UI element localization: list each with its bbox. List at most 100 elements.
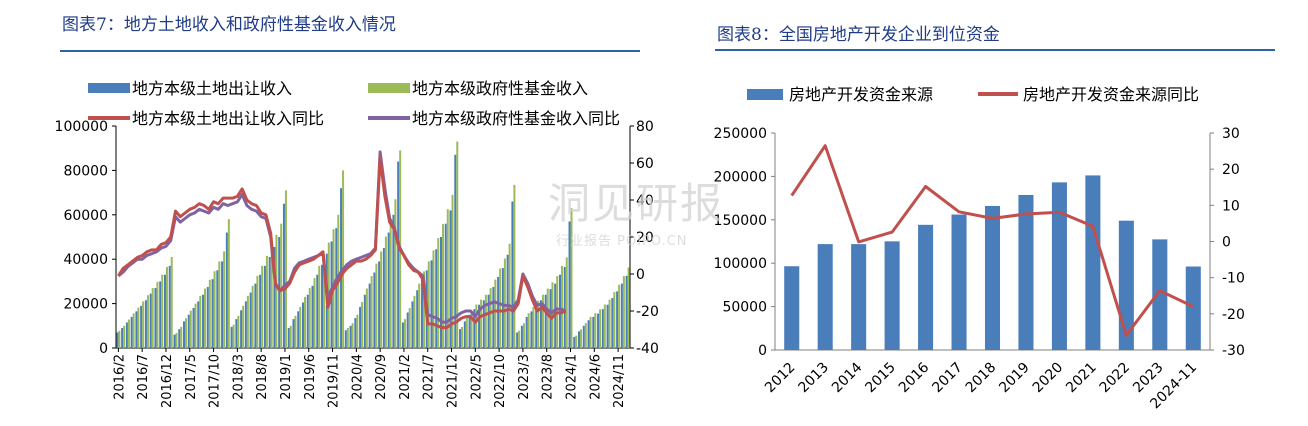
bar-fund-revenue (484, 294, 487, 348)
x-tick-label: 2018 (963, 360, 1000, 397)
bar-land-revenue (354, 318, 357, 348)
figure-8-title: 图表8：全国房地产开发企业到位资金 (717, 25, 1000, 45)
bar-fund-revenue (175, 332, 178, 348)
bar-land-revenue (206, 286, 209, 348)
bar-fund-revenue (342, 170, 345, 348)
x-tick-label: 2021/7 (422, 354, 437, 400)
bar-land-revenue (620, 283, 623, 348)
bar-fund-revenue (603, 304, 606, 348)
bar-fund-revenue (613, 292, 616, 348)
bar-fund-revenue (541, 294, 544, 348)
bar-land-revenue (601, 309, 604, 348)
bar-land-revenue (140, 305, 143, 348)
bar-fund-revenue (180, 326, 183, 348)
bar-funds (1018, 194, 1034, 350)
bar-funds (884, 241, 900, 350)
bar-land-revenue (311, 285, 314, 348)
bar-land-revenue (244, 301, 247, 348)
bar-land-revenue (254, 283, 257, 348)
bar-fund-revenue (270, 245, 273, 348)
bar-land-revenue (525, 316, 528, 348)
bar-fund-revenue (294, 315, 297, 348)
bar-fund-revenue (442, 224, 445, 348)
bar-land-revenue (278, 237, 281, 348)
bar-land-revenue (187, 314, 190, 348)
bar-land-revenue (444, 223, 447, 348)
line-fund-revenue-yoy (117, 150, 567, 324)
bar-land-revenue (273, 246, 276, 348)
bar-fund-revenue (494, 279, 497, 348)
bar-fund-revenue (465, 318, 468, 348)
bar-fund-revenue (218, 261, 221, 348)
x-tick-label: 2015 (862, 360, 899, 397)
bar-fund-revenue (223, 251, 226, 348)
bar-fund-revenue (204, 288, 207, 348)
y-tick-label-left: 0 (758, 343, 767, 359)
bar-land-revenue (144, 300, 147, 348)
bar-fund-revenue (299, 306, 302, 348)
bar-fund-revenue (608, 299, 611, 348)
x-tick-label: 2024/1 (565, 354, 580, 400)
x-tick-label: 2020 (1030, 360, 1067, 397)
bar-land-revenue (478, 304, 481, 348)
bar-land-revenue (592, 316, 595, 348)
x-tick-label: 2024/6 (588, 354, 603, 400)
y-tick-label-right: 0 (636, 267, 645, 283)
bar-land-revenue (230, 326, 233, 348)
figure-7-title-rule (60, 50, 640, 52)
x-tick-label: 2021/12 (446, 354, 461, 408)
bar-fund-revenue (318, 265, 321, 348)
x-tick-label: 2021/2 (398, 354, 413, 400)
y-tick-label-right: -10 (1222, 271, 1245, 287)
bar-land-revenue (130, 316, 133, 348)
bar-land-revenue (582, 325, 585, 348)
bar-fund-revenue (413, 295, 416, 348)
x-tick-label: 2022/5 (469, 354, 484, 400)
bar-fund-revenue (627, 267, 630, 348)
bar-funds (984, 205, 1001, 350)
bar-land-revenue (411, 301, 414, 348)
x-tick-label: 2012 (762, 360, 799, 397)
x-tick-label: 2020/9 (374, 354, 389, 400)
bar-land-revenue (301, 302, 304, 348)
bar-fund-revenue (313, 278, 316, 348)
bar-fund-revenue (237, 315, 240, 348)
y-tick-label-right: 40 (636, 193, 654, 209)
bar-fund-revenue (480, 299, 483, 348)
bar-fund-revenue (208, 279, 211, 348)
bar-land-revenue (397, 161, 400, 348)
y-tick-label-right: 60 (636, 156, 654, 172)
bar-land-revenue (535, 305, 538, 348)
bar-fund-revenue (284, 190, 287, 348)
legend-label: 房地产开发资金来源 (789, 85, 933, 104)
bar-land-revenue (292, 319, 295, 348)
bar-land-revenue (511, 201, 514, 348)
x-tick-label: 2024/11 (612, 354, 627, 408)
x-tick-label: 2013 (796, 360, 833, 397)
bar-funds (817, 244, 833, 350)
x-tick-label: 2019/11 (327, 354, 342, 408)
bar-fund-revenue (213, 271, 216, 348)
bar-land-revenue (340, 188, 343, 348)
bar-land-revenue (516, 332, 519, 348)
line-funds-yoy (790, 144, 1194, 337)
bar-fund-revenue (356, 314, 359, 348)
line-land-revenue-yoy (117, 156, 567, 330)
bar-fund-revenue (280, 223, 283, 348)
bar-fund-revenue (408, 308, 411, 348)
bar-fund-revenue (185, 318, 188, 348)
bar-land-revenue (249, 292, 252, 348)
bar-fund-revenue (570, 208, 573, 348)
bar-fund-revenue (594, 313, 597, 348)
bar-fund-revenue (565, 257, 568, 348)
bar-fund-revenue (470, 310, 473, 348)
bar-fund-revenue (123, 325, 126, 348)
bar-fund-revenue (503, 258, 506, 348)
bar-land-revenue (568, 221, 571, 348)
bar-land-revenue (163, 274, 166, 348)
bar-land-revenue (225, 232, 228, 348)
bar-funds (918, 224, 934, 350)
watermark-logo: 洞见研报 (548, 179, 725, 228)
bar-land-revenue (573, 336, 576, 348)
bar-fund-revenue (508, 243, 511, 348)
